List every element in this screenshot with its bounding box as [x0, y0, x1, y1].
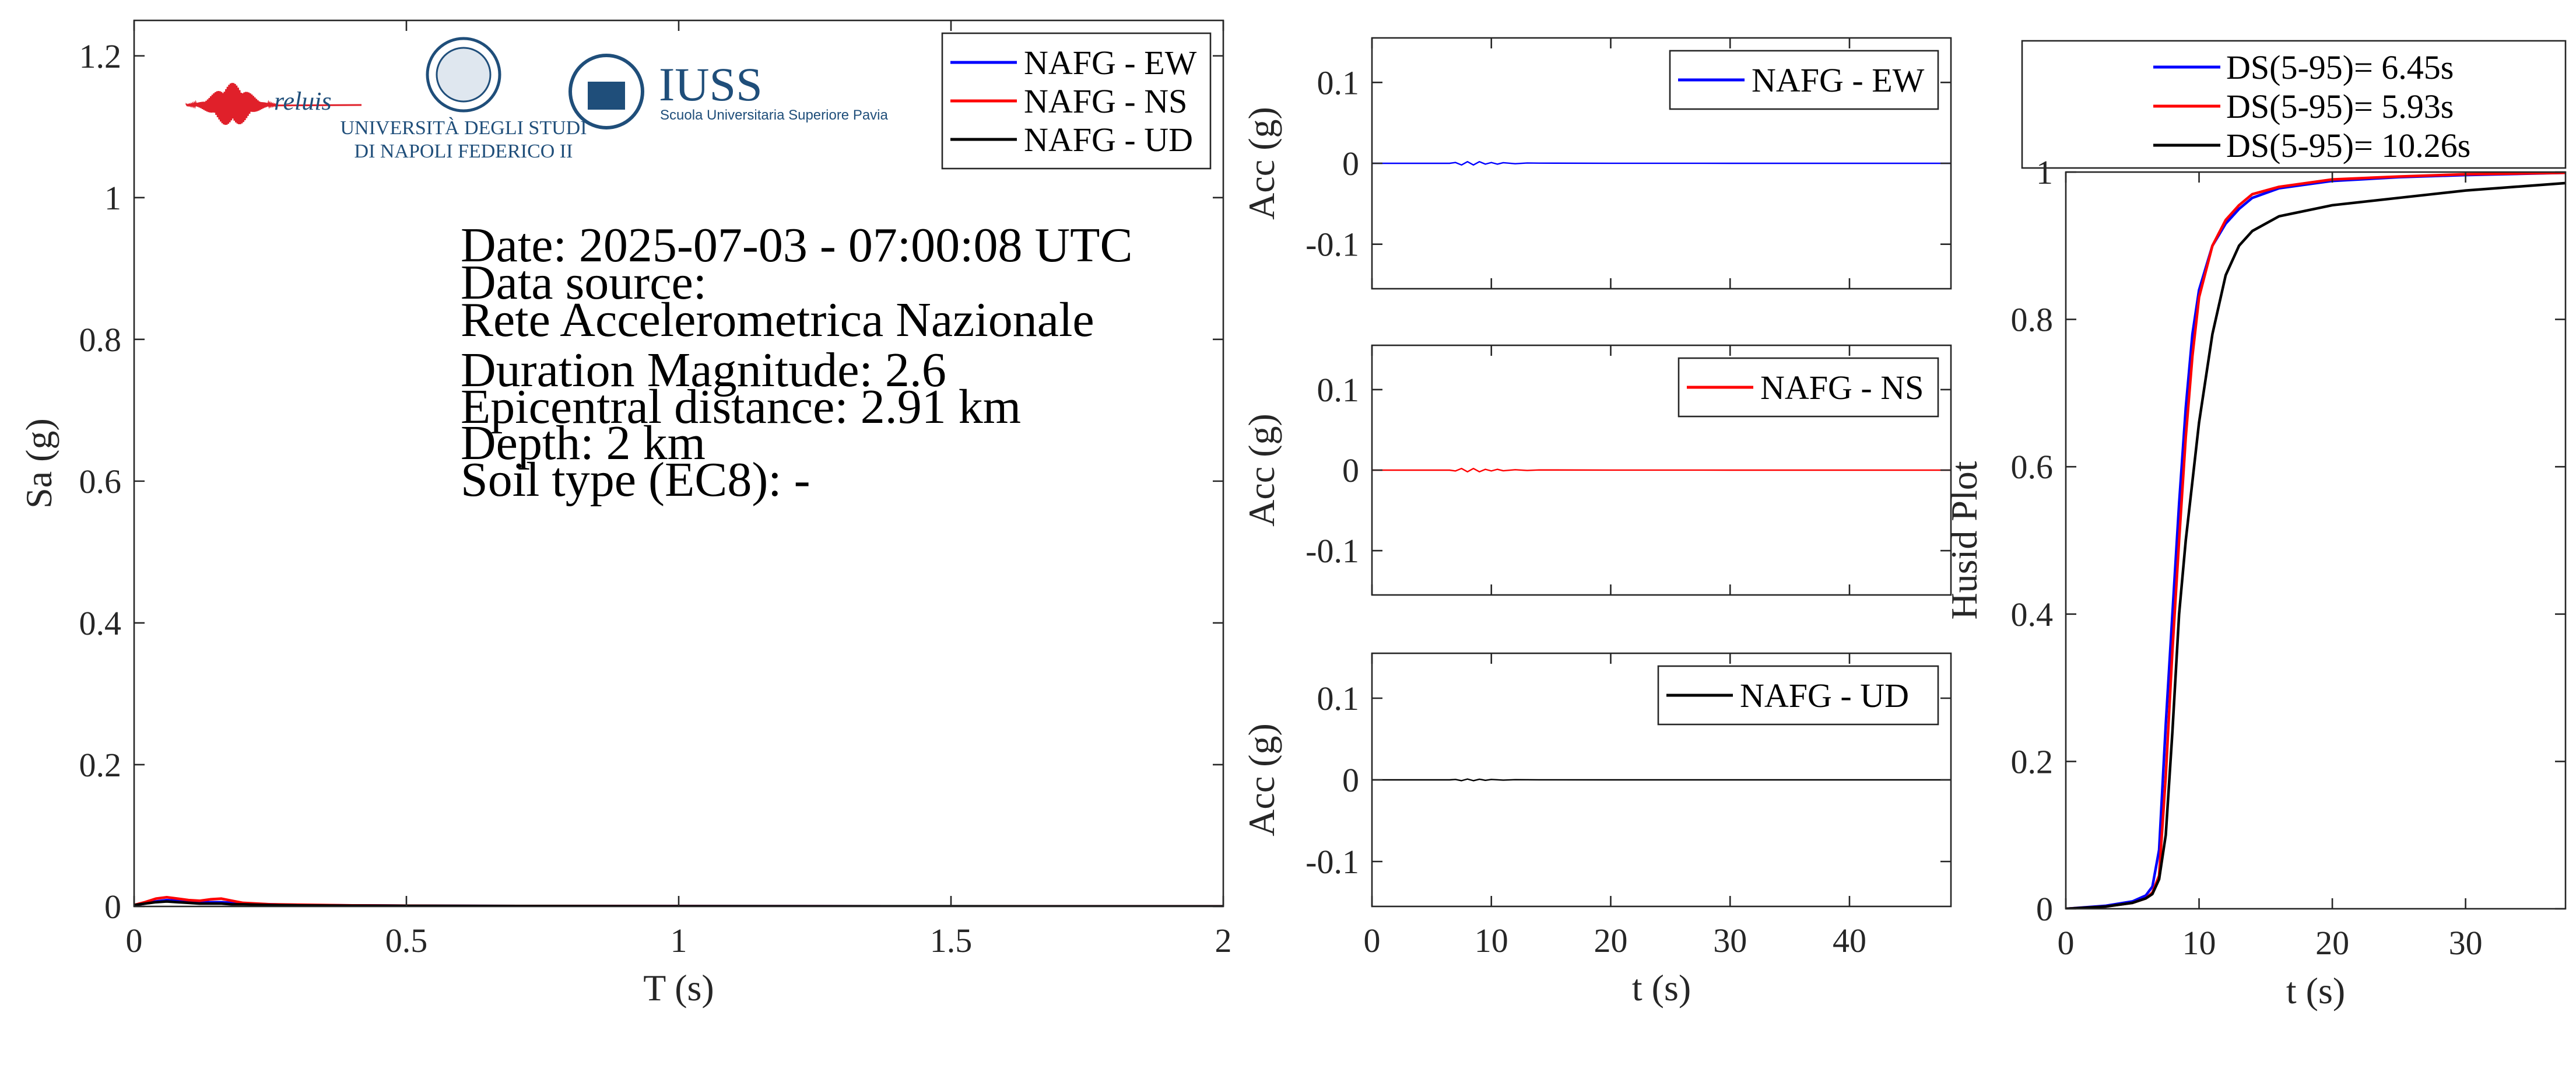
legend-box	[1657, 665, 1939, 726]
reluis-logo-text: reluis	[274, 87, 332, 115]
iuss-logo: IUSS Scuola Universitaria Superiore Pavi…	[568, 54, 889, 129]
x-axis-label: T (s)	[643, 967, 714, 1009]
iuss-logo-subtitle: Scuola Universitaria Superiore Pavia	[660, 107, 889, 123]
y-tick-label: 0	[104, 888, 121, 926]
y-tick-label: 0.4	[2011, 596, 2054, 633]
x-tick-label: 20	[2315, 924, 2349, 962]
y-tick-label: 1	[2036, 153, 2053, 191]
legend-entry: NAFG - NS	[1760, 369, 1924, 407]
depth: Depth: 2 km	[461, 416, 706, 470]
response-spectrum-chart: 0 0.2 0.4 0.6 0.8 1 1.2 0 0.5 1 1.5 2 T (s) Sa (g) NAF…	[18, 19, 1232, 1009]
reluis-wave	[185, 83, 362, 125]
series-line-nafg-ud	[1372, 778, 1951, 782]
x-tick-label: 2	[1215, 922, 1232, 960]
y-tick-label: 1.2	[79, 37, 122, 75]
y-tick-label: 0	[1342, 145, 1359, 183]
y-axis-label: Husid Plot	[1943, 461, 1985, 619]
y-tick-label: 0.6	[79, 463, 122, 500]
y-tick-label: 0.6	[2011, 448, 2054, 486]
legend-box	[2021, 40, 2567, 169]
x-axis-label: t (s)	[2286, 970, 2345, 1011]
accelerogram-ud-chart: -0.1 0 0.1 0 10 20 30 40 t (s) Acc (g) NAFG - UD	[1241, 652, 1952, 1009]
unina-logo-line1: UNIVERSITÀ DEGLI STUDI	[340, 117, 587, 139]
y-tick-label: 0.1	[1317, 64, 1360, 101]
plot-box	[2065, 171, 2567, 910]
y-axis-label: Acc (g)	[1241, 723, 1282, 836]
iuss-logo-title: IUSS	[659, 58, 763, 111]
legend-entry: DS(5-95)= 6.45s	[2226, 48, 2454, 86]
y-tick-label: 0.2	[2011, 743, 2054, 780]
legend-entry: DS(5-95)= 10.26s	[2226, 127, 2470, 164]
x-tick-label: 20	[1594, 922, 1627, 960]
y-tick-label: 0.2	[79, 746, 122, 784]
reluis-logo: reluis	[185, 83, 362, 125]
unina-logo-line2: DI NAPOLI FEDERICO II	[355, 141, 573, 162]
event-date: Date: 2025-07-03 - 07:00:08 UTC	[461, 218, 1133, 272]
series-line-ds-5-95-10-26s	[2066, 181, 2566, 909]
x-tick-label: 30	[1713, 922, 1747, 960]
y-tick-label: 0	[1342, 761, 1359, 799]
y-tick-label: -0.1	[1305, 532, 1359, 570]
x-tick-label: 10	[2182, 924, 2216, 962]
x-tick-label: 0	[126, 922, 143, 960]
x-tick-label: 0	[1364, 922, 1381, 960]
y-tick-label: 0.8	[79, 321, 122, 359]
soil-type: Soil type (EC8): -	[461, 453, 810, 507]
y-tick-label: 0.1	[1317, 371, 1360, 409]
y-axis-label: Acc (g)	[1241, 414, 1282, 527]
unina-seal	[426, 37, 501, 113]
legend-entry: NAFG - NS	[1024, 82, 1187, 120]
legend-entry: NAFG - UD	[1024, 121, 1193, 159]
y-tick-label: 0.8	[2011, 301, 2054, 339]
x-tick-label: 0	[2058, 924, 2075, 962]
x-axis-label: t (s)	[1632, 967, 1691, 1009]
data-source-value: Rete Accelerometrica Nazionale	[461, 293, 1094, 347]
epicentral-distance: Epicentral distance: 2.91 km	[461, 380, 1021, 434]
data-source-label: Data source:	[461, 255, 707, 310]
accelerogram-ew-chart: -0.1 0 0.1 Acc (g) NAFG - EW	[1241, 37, 1952, 290]
y-tick-label: 0.1	[1317, 680, 1360, 717]
legend-entry: NAFG - EW	[1024, 44, 1197, 82]
legend-entry: NAFG - EW	[1752, 61, 1925, 99]
y-tick-label: -0.1	[1305, 843, 1359, 881]
y-tick-label: 1	[104, 179, 121, 217]
x-tick-label: 10	[1475, 922, 1508, 960]
x-tick-label: 40	[1833, 922, 1866, 960]
legend-box	[941, 32, 1212, 170]
legend-box	[1669, 50, 1939, 110]
husid-plot-chart: 00.20.40.60.810 10 20 30t (s)Husid PlotDS(5…	[1943, 40, 2567, 1011]
series-line-nafg-ns	[1372, 468, 1951, 472]
y-tick-label: -0.1	[1305, 226, 1359, 264]
y-tick-label: 0.4	[79, 604, 122, 642]
y-axis-label: Sa (g)	[18, 418, 59, 509]
legend-entry: DS(5-95)= 5.93s	[2226, 87, 2454, 125]
x-tick-label: 1	[671, 922, 687, 960]
iuss-emblem-building	[588, 82, 625, 110]
event-info: Date: 2025-07-03 - 07:00:08 UTC Data sou…	[461, 218, 1133, 507]
series-line-ds-5-95-6-45s	[2066, 172, 2566, 909]
legend-box	[1677, 357, 1939, 418]
y-axis-label: Acc (g)	[1241, 107, 1282, 220]
series-line-ds-5-95-5-93s	[2066, 172, 2566, 909]
duration-magnitude: Duration Magnitude: 2.6	[461, 343, 946, 397]
y-tick-label: 0	[2036, 890, 2053, 928]
accelerogram-ns-chart: -0.1 0 0.1 Acc (g) NAFG - NS	[1241, 344, 1952, 596]
x-tick-label: 0.5	[385, 922, 428, 960]
x-tick-label: 1.5	[930, 922, 973, 960]
y-tick-label: 0	[1342, 451, 1359, 489]
iuss-emblem	[568, 54, 644, 129]
unina-seal-inner	[436, 47, 492, 103]
legend-entry: NAFG - UD	[1740, 677, 1909, 715]
series-line-nafg-ew	[1372, 161, 1951, 166]
x-tick-label: 30	[2449, 924, 2483, 962]
unina-logo: UNIVERSITÀ DEGLI STUDI DI NAPOLI FEDERIC…	[340, 37, 587, 162]
